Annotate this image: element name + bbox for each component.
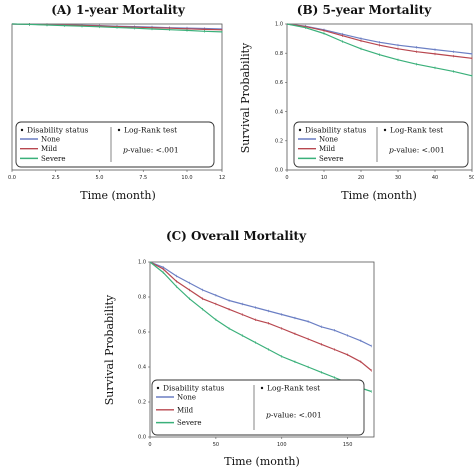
p-value: -value: <.001: [271, 410, 322, 419]
p-symbol: p: [389, 146, 394, 155]
x-tick-label: 12: [219, 175, 225, 181]
series-severe: [149, 261, 372, 393]
bullet-icon: [20, 128, 24, 132]
survival-line-severe: [149, 261, 372, 393]
series-none: [149, 261, 372, 348]
legend-box: [151, 379, 365, 436]
p-value-text: p-value: <.001: [266, 410, 322, 419]
x-tick-label: 5.0: [96, 175, 104, 181]
series-severe: [11, 23, 223, 34]
y-axis-label: Survival Probability: [239, 42, 252, 153]
y-tick-label: 1.0: [138, 260, 146, 266]
x-tick-label: 100: [277, 442, 287, 448]
x-tick-label: 0: [285, 175, 288, 181]
panel-title: (C) Overall Mortality: [166, 229, 307, 243]
bullet-icon: [383, 128, 387, 132]
survival-line-severe: [286, 23, 473, 77]
x-tick-label: 10.0: [181, 175, 192, 181]
x-axis-label: Time (month): [341, 189, 417, 202]
legend-title: Disability status: [305, 126, 367, 135]
x-tick-label: 10: [321, 175, 327, 181]
legend-entry: Mild: [177, 406, 194, 414]
legend-title: Disability status: [27, 126, 89, 135]
legend-box: [293, 121, 469, 168]
legend-entry: Severe: [319, 155, 344, 163]
x-tick-label: 7.5: [139, 175, 147, 181]
legend-entry: None: [177, 394, 196, 402]
x-tick-label: 30: [395, 175, 401, 181]
log-rank-label: Log-Rank test: [267, 384, 320, 393]
x-tick-label: 150: [343, 442, 353, 448]
x-axis-label: Time (month): [80, 189, 156, 202]
p-symbol: p: [123, 146, 128, 155]
series-none: [286, 23, 473, 56]
y-tick-label: 0.0: [138, 435, 146, 441]
p-value: -value: <.001: [128, 146, 179, 155]
x-tick-label: 50: [469, 175, 474, 181]
y-tick-label: 0.2: [138, 400, 146, 406]
plot-frame: [286, 23, 473, 171]
panel-b: (B) 5-year Mortality 0.0 0.2 0.4 0.6 0.8 1.0 0 1…: [239, 3, 474, 202]
bullet-icon: [117, 128, 121, 132]
panel-title: (A) 1-year Mortality: [51, 3, 186, 17]
y-tick-label: 0.4: [275, 109, 283, 115]
panel-c: (C) Overall Mortality 0.0 0.2 0.4 0.6 0.8 1.0 0…: [103, 229, 375, 468]
y-axis-label: Survival Probability: [103, 294, 116, 405]
y-tick-label: 1.0: [275, 22, 283, 28]
series-mild: [149, 261, 372, 372]
log-rank-label: Log-Rank test: [124, 126, 177, 135]
panel-a: (A) 1-year Mortality 0.0 2.5 5.0 7.5 10.0 12 Ti…: [8, 3, 225, 202]
y-tick-label: 0.8: [138, 295, 146, 301]
y-tick-label: 0.6: [138, 330, 146, 336]
y-tick-label: 0.2: [275, 139, 283, 145]
legend-entry: None: [319, 136, 338, 144]
panel-title: (B) 5-year Mortality: [297, 3, 432, 17]
p-symbol: p: [266, 410, 271, 419]
bullet-icon: [298, 128, 302, 132]
series-mild: [286, 23, 473, 60]
plot-frame: [149, 261, 375, 438]
bullet-icon: [156, 386, 160, 390]
p-value-text: p-value: <.001: [389, 146, 445, 155]
x-axis-label: Time (month): [224, 455, 300, 468]
legend-entry: Mild: [319, 145, 336, 153]
x-tick-label: 0.0: [8, 175, 16, 181]
y-tick-label: 0.0: [275, 168, 283, 174]
y-tick-label: 0.8: [275, 51, 283, 57]
y-tick-label: 0.4: [138, 365, 146, 371]
legend-entry: None: [41, 136, 60, 144]
series-severe: [286, 23, 473, 78]
x-tick-label: 40: [432, 175, 438, 181]
plot-frame: [11, 23, 223, 171]
survival-line-none: [149, 261, 372, 347]
bullet-icon: [260, 386, 264, 390]
survival-line-mild: [149, 261, 372, 371]
legend-entry: Mild: [41, 145, 58, 153]
p-value-text: p-value: <.001: [123, 146, 179, 155]
legend-entry: Severe: [177, 419, 202, 427]
legend-box: [15, 121, 215, 168]
x-tick-label: 0: [148, 442, 151, 448]
legend-entry: Severe: [41, 155, 66, 163]
log-rank-label: Log-Rank test: [390, 126, 443, 135]
p-value: -value: <.001: [394, 146, 445, 155]
x-tick-label: 20: [358, 175, 364, 181]
y-tick-label: 0.6: [275, 80, 283, 86]
legend-title: Disability status: [163, 384, 225, 393]
x-tick-label: 50: [213, 442, 219, 448]
x-tick-label: 2.5: [52, 175, 60, 181]
